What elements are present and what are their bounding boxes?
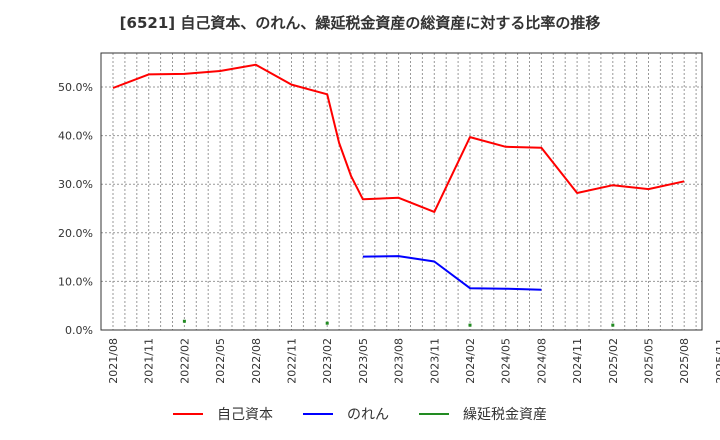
x-tick-label: 2023/11 xyxy=(428,338,441,384)
y-tick-label: 30.0% xyxy=(58,178,93,191)
x-tick-label: 2025/11 xyxy=(714,338,720,384)
x-tick-label: 2024/11 xyxy=(571,338,584,384)
x-tick-label: 2024/08 xyxy=(535,338,548,384)
y-tick-label: 0.0% xyxy=(65,324,93,337)
x-tick-label: 2024/02 xyxy=(464,338,477,384)
x-tick-label: 2022/11 xyxy=(286,338,299,384)
y-tick-label: 50.0% xyxy=(58,81,93,94)
data-series xyxy=(112,63,685,327)
x-tick-label: 2025/02 xyxy=(607,338,620,384)
legend-item-goodwill: のれん xyxy=(303,404,389,424)
goodwill-ratio-line xyxy=(362,255,542,291)
legend-item-equity: 自己資本 xyxy=(173,404,273,424)
legend-label-equity: 自己資本 xyxy=(217,407,273,423)
legend-label-deferred-tax: 繰延税金資産 xyxy=(463,407,547,423)
x-tick-label: 2025/05 xyxy=(643,338,656,384)
deferred-tax-ratio-markers xyxy=(611,323,615,327)
x-tick-label: 2022/02 xyxy=(178,338,191,384)
equity-ratio-line xyxy=(112,63,685,213)
legend-swatch-goodwill-icon xyxy=(303,413,333,415)
deferred-tax-ratio-markers xyxy=(468,323,472,327)
y-tick-label: 20.0% xyxy=(58,227,93,240)
x-tick-label: 2023/05 xyxy=(357,338,370,384)
y-tick-label: 10.0% xyxy=(58,275,93,288)
tick-labels: 0.0% 10.0% 20.0% 30.0% 40.0% 50.0% 2021/08 2021… xyxy=(58,81,720,384)
x-tick-label: 2021/08 xyxy=(107,338,120,384)
deferred-tax-ratio-markers xyxy=(182,319,186,323)
legend-item-deferred-tax: 繰延税金資産 xyxy=(419,404,547,424)
axes xyxy=(100,52,703,331)
x-tick-label: 2021/11 xyxy=(143,338,156,384)
plot-frame xyxy=(100,52,703,331)
legend-swatch-equity-icon xyxy=(173,413,203,415)
x-tick-label: 2023/08 xyxy=(393,338,406,384)
deferred-tax-ratio-markers xyxy=(325,321,329,325)
y-tick-label: 40.0% xyxy=(58,130,93,143)
chart-title: [6521] 自己資本、のれん、繰延税金資産の総資産に対する比率の推移 xyxy=(119,14,601,32)
x-tick-label: 2022/05 xyxy=(214,338,227,384)
x-tick-label: 2025/08 xyxy=(678,338,691,384)
legend: 自己資本 のれん 繰延税金資産 xyxy=(0,404,720,424)
legend-swatch-deferred-tax-icon xyxy=(419,413,449,415)
x-tick-label: 2024/05 xyxy=(500,338,513,384)
legend-label-goodwill: のれん xyxy=(347,407,389,423)
x-tick-label: 2023/02 xyxy=(321,338,334,384)
x-tick-label: 2022/08 xyxy=(250,338,263,384)
grid-lines xyxy=(101,53,702,330)
